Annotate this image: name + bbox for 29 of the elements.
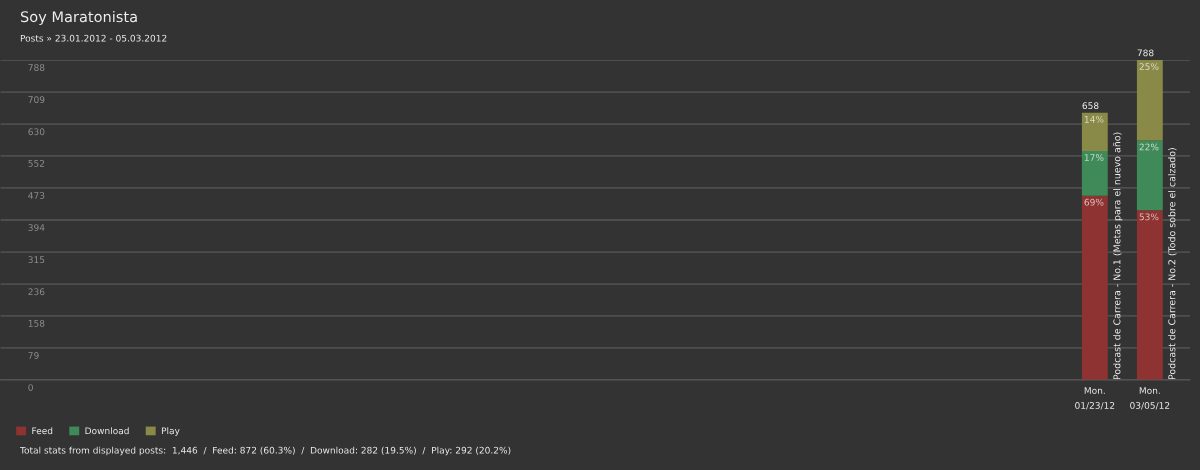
y-tick-label: 394	[28, 224, 45, 231]
annotation: 69%	[1084, 198, 1104, 206]
annotation: 22%	[1139, 143, 1159, 151]
y-tick-label: 788	[28, 64, 45, 71]
legend-label: Download	[85, 427, 129, 435]
y-tick-label: 0	[28, 384, 33, 391]
y-tick-label: 552	[28, 160, 45, 167]
annotation: 14%	[1084, 115, 1104, 123]
y-tick-label: 79	[28, 352, 39, 359]
text: Total stats from displayed posts: 1,446 / Feed: 872 (60.3%) / Download: 282 (19.5%) / Play: 292 (20.2%)	[19, 446, 511, 456]
x-tick-label: Mon. 03/05/12	[1130, 387, 1170, 410]
total-label: 658	[1082, 102, 1099, 110]
y-tick-label: 315	[28, 256, 45, 264]
x-tick-label: Mon. 01/23/12	[1075, 387, 1115, 410]
y-tick-label: 709	[28, 96, 45, 104]
chart-subtitle: Posts » 23.01.2012 - 05.03.2012	[20, 34, 167, 42]
legend-label: Feed	[32, 427, 53, 435]
annotation: Podcast de Carrera - No.2 (Todo sobre el calzado)	[1168, 148, 1177, 380]
annotation: 53%	[1139, 213, 1159, 221]
annotation: 17%	[1084, 154, 1104, 161]
annotation: Podcast de Carrera - No.1 (Metas para el nuevo año)	[1113, 132, 1123, 380]
legend-label: Play	[161, 427, 180, 436]
y-tick-label: 158	[28, 320, 45, 327]
annotation: 25%	[1139, 63, 1159, 70]
y-tick-label: 473	[28, 192, 45, 199]
chart-title: Soy Maratonista	[20, 10, 137, 26]
y-tick-label: 630	[28, 128, 45, 136]
y-tick-label: 236	[28, 288, 45, 296]
total-label: 788	[1137, 49, 1154, 57]
